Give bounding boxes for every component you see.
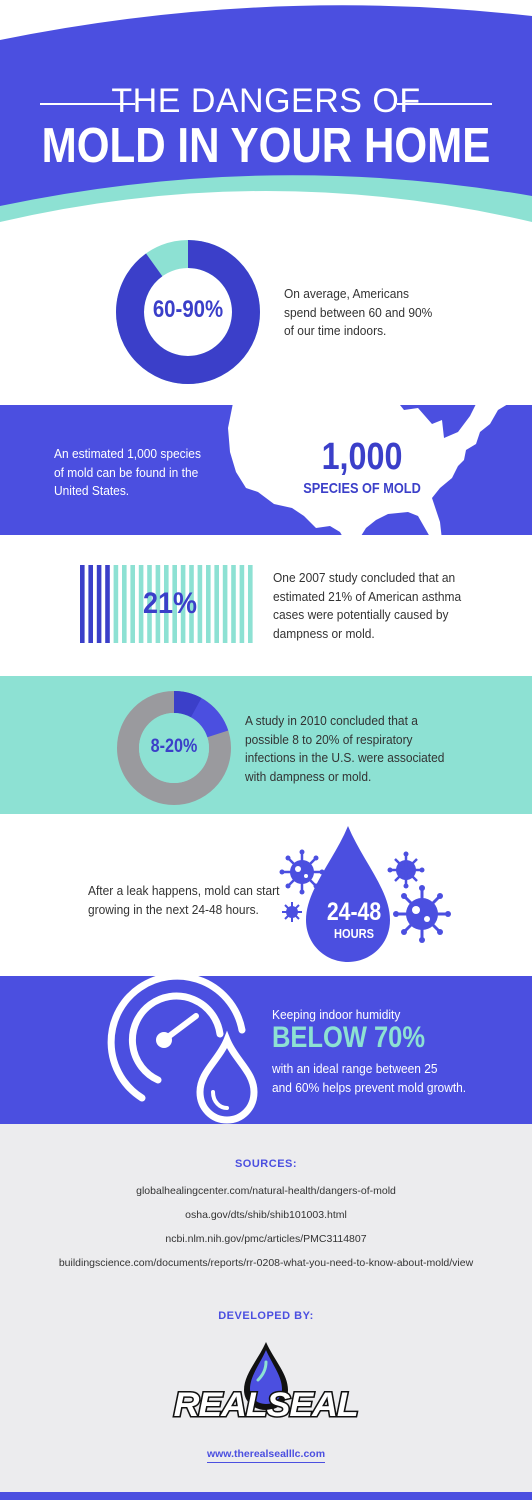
text-line: cases were potentially caused by xyxy=(273,607,449,622)
respiratory-donut xyxy=(117,691,231,805)
footer-section xyxy=(0,1124,532,1500)
humidity-band xyxy=(0,976,532,1124)
indoor-time-donut xyxy=(116,240,260,384)
title-rule-left xyxy=(40,103,135,105)
bar-empty xyxy=(239,565,245,643)
header-banner xyxy=(0,0,532,230)
bar-empty xyxy=(130,565,135,643)
source-link[interactable]: ncbi.nlm.nih.gov/pmc/articles/PMC3114807 xyxy=(165,1233,367,1245)
bar-empty xyxy=(231,565,236,643)
stat-humidity-intro: Keeping indoor humidity xyxy=(272,1007,401,1022)
bar-empty xyxy=(172,565,177,643)
text-line: United States. xyxy=(54,483,130,498)
stat-species-text: An estimated 1,000 species of mold can b… xyxy=(54,445,201,501)
sources-title: SOURCES: xyxy=(234,1158,298,1170)
bar-empty xyxy=(147,565,152,643)
realseal-logo-text: REALSEAL xyxy=(172,1385,360,1426)
header-background xyxy=(0,5,532,222)
title-rule-right xyxy=(397,103,492,105)
text-line: estimated 21% of American asthma xyxy=(273,588,462,604)
text-line: After a leak happens, mold can start xyxy=(88,883,280,898)
usa-map-icon xyxy=(228,384,508,546)
bar-empty xyxy=(214,565,219,643)
title-top: THE DANGERS OF xyxy=(111,82,421,120)
bar-empty xyxy=(222,565,228,643)
bar-filled xyxy=(105,565,110,643)
bar-filled xyxy=(80,565,85,643)
asthma-bar-graphic xyxy=(80,565,253,643)
text-line: of mold can be found in the xyxy=(54,464,199,480)
bar-empty xyxy=(113,565,119,643)
text-line: and 60% helps prevent mold growth. xyxy=(272,1079,467,1095)
donut-center xyxy=(139,713,209,783)
text-line: On average, Americans xyxy=(284,286,409,301)
respiratory-band xyxy=(0,676,532,814)
realseal-drop-logo-icon xyxy=(244,1342,288,1410)
page-title: MOLD IN YOUR HOME xyxy=(41,119,491,173)
source-link[interactable]: globalhealingcenter.com/natural-health/d… xyxy=(136,1185,396,1197)
bar-empty xyxy=(138,565,144,643)
stat-asthma-text: One 2007 study concluded that an estimat… xyxy=(273,569,494,643)
text-line: A study in 2010 concluded that a xyxy=(245,713,418,728)
footer-bottom-bar xyxy=(0,1492,532,1500)
text-line: An estimated 1,000 species xyxy=(54,446,201,461)
website-link-text[interactable]: www.therealsealllc.com xyxy=(206,1448,326,1463)
humidity-gauge-icon xyxy=(107,972,258,1124)
text-line: infections in the U.S. were associated xyxy=(245,750,445,765)
stat-humidity-value: BELOW 70% xyxy=(272,1021,426,1054)
text-line: dampness or mold. xyxy=(273,625,375,641)
source-link[interactable]: osha.gov/dts/shib/shib101003.html xyxy=(185,1209,347,1221)
stat-species-value: 1,000 xyxy=(321,436,403,478)
stat-leak-text: After a leak happens, mold can start gro… xyxy=(88,882,300,919)
bar-empty xyxy=(189,565,194,643)
website-link[interactable]: www.therealsealllc.com xyxy=(0,1448,532,1463)
bar-filled xyxy=(88,565,93,643)
bar-filled xyxy=(96,565,102,643)
bar-empty xyxy=(197,565,203,643)
bar-empty xyxy=(180,565,186,643)
text-line: possible 8 to 20% of respiratory xyxy=(245,731,413,747)
bar-empty xyxy=(122,565,127,643)
bar-empty xyxy=(248,565,253,643)
mold-spores xyxy=(270,820,460,970)
text-line: of our time indoors. xyxy=(284,323,387,338)
stat-asthma-value: 21% xyxy=(142,587,198,620)
stat-leak-value: 24-48 xyxy=(326,898,382,926)
stat-respiratory-text: A study in 2010 concluded that a possibl… xyxy=(245,712,493,786)
stat-humidity-text: with an ideal range between 25 and 60% h… xyxy=(272,1060,493,1097)
bar-empty xyxy=(164,565,169,643)
bar-empty xyxy=(206,565,211,643)
stat-respiratory-value: 8-20% xyxy=(150,736,198,757)
text-line: spend between 60 and 90% xyxy=(284,304,433,320)
text-line: with dampness or mold. xyxy=(245,768,372,784)
text-line: growing in the next 24-48 hours. xyxy=(88,901,259,917)
donut-low-arc xyxy=(117,691,231,805)
stat-leak-sub: HOURS xyxy=(334,926,374,941)
bar-empty xyxy=(155,565,161,643)
stat-indoor-text: On average, Americans spend between 60 a… xyxy=(284,285,496,341)
water-drop-icon xyxy=(306,826,390,962)
text-line: with an ideal range between 25 xyxy=(272,1061,438,1076)
text-line: One 2007 study concluded that an xyxy=(273,570,456,585)
mold-spore-icon xyxy=(279,849,451,943)
source-link[interactable]: buildingscience.com/documents/reports/rr… xyxy=(58,1257,474,1269)
stat-species-sub: SPECIES OF MOLD xyxy=(303,480,421,497)
developer-title: DEVELOPED BY: xyxy=(218,1310,314,1322)
realseal-logo: REALSEAL xyxy=(0,1385,532,1426)
stat-indoor-value: 60-90% xyxy=(152,296,224,323)
donut-value-arc xyxy=(116,240,260,384)
